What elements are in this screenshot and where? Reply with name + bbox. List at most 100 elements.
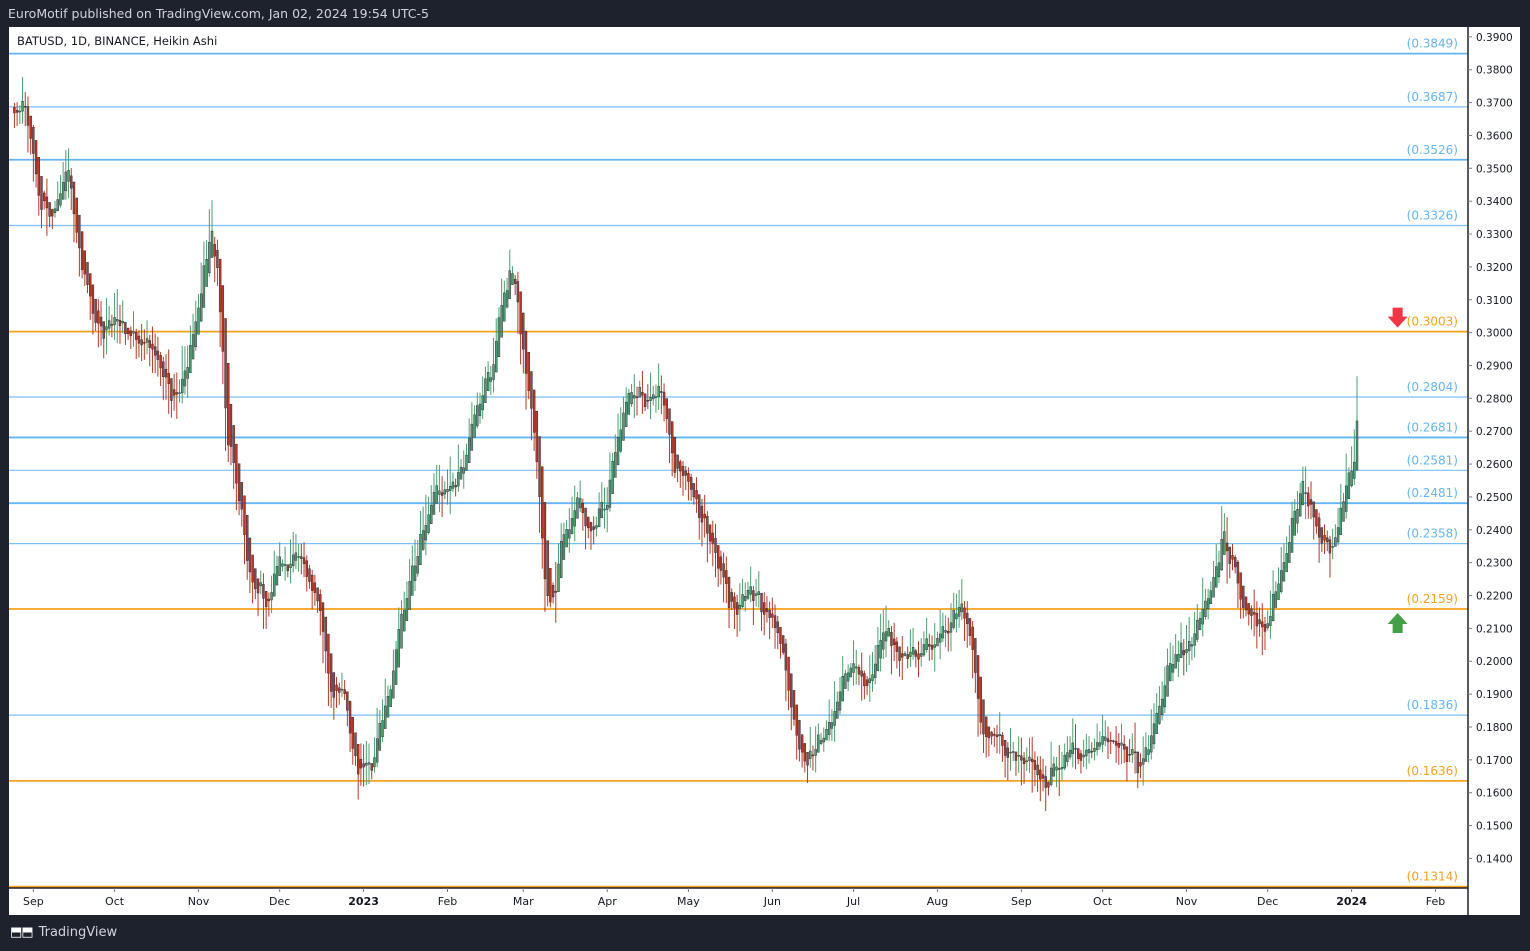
candle-body xyxy=(29,115,32,139)
candle-body xyxy=(611,460,614,494)
candle-body xyxy=(1223,531,1226,555)
candle-body xyxy=(998,734,1001,737)
candle-body xyxy=(600,502,604,519)
candle-body xyxy=(976,655,980,699)
candle-body xyxy=(1190,644,1194,647)
candle-body xyxy=(1049,767,1053,785)
x-tick-label-14: Nov xyxy=(1176,895,1198,908)
candle-body xyxy=(1288,542,1291,563)
candle-body xyxy=(689,477,693,490)
candle-body xyxy=(1171,664,1175,673)
candle-body xyxy=(110,324,114,326)
candle-body xyxy=(308,568,311,582)
candle-body xyxy=(1282,562,1286,582)
candle-body xyxy=(135,332,138,340)
candle-body xyxy=(684,470,687,476)
candle-body xyxy=(105,326,108,331)
candle-body xyxy=(1128,754,1131,756)
candle-body xyxy=(97,310,100,324)
chart-area[interactable]: (0.3849) (0.3687) (0.3526) (0.3326) (0.3003)… xyxy=(9,27,1520,915)
candle-body xyxy=(578,498,582,509)
candle-body xyxy=(375,738,379,763)
candle-body xyxy=(386,695,390,718)
candle-body xyxy=(205,258,208,287)
candle-body xyxy=(966,612,969,624)
candle-body xyxy=(1271,594,1275,622)
candle-body xyxy=(240,482,243,510)
candle-body xyxy=(960,603,964,613)
candle-body xyxy=(730,592,733,602)
candle-body xyxy=(427,514,430,533)
candle-body xyxy=(124,321,127,335)
candle-body xyxy=(560,541,563,579)
candle-body xyxy=(1236,561,1240,584)
candle-body xyxy=(251,554,254,583)
candle-body xyxy=(551,585,555,598)
candle-body xyxy=(763,602,766,615)
candle-body xyxy=(373,757,376,768)
candle-body xyxy=(1231,555,1234,560)
candle-body xyxy=(13,107,16,114)
candle-body xyxy=(581,503,585,513)
candle-body xyxy=(273,573,276,597)
buy-arrow-icon xyxy=(1387,612,1408,633)
candle-body xyxy=(703,513,706,519)
candle-body xyxy=(1182,650,1185,656)
candle-body xyxy=(1206,598,1210,610)
candle-body xyxy=(1036,764,1039,776)
candle-body xyxy=(1280,570,1283,592)
candle-body xyxy=(673,437,677,473)
candle-body xyxy=(513,278,517,285)
time-axis[interactable]: Sep Oct Nov Dec 2023 Feb Mar Apr May Jun Jul Aug Sep… xyxy=(23,888,1445,908)
x-tick-label-12: Sep xyxy=(1011,895,1032,908)
candle-body xyxy=(362,763,365,768)
candle-body xyxy=(1009,751,1012,754)
candle-body xyxy=(83,250,86,275)
candle-body xyxy=(841,675,844,702)
candle-body xyxy=(454,484,457,488)
candle-body xyxy=(86,262,89,285)
candle-body xyxy=(289,563,292,568)
x-tick-label-0: Sep xyxy=(23,895,44,908)
candle-body xyxy=(70,175,73,189)
candle-body xyxy=(1198,618,1202,631)
candle-body xyxy=(218,258,222,313)
candle-body xyxy=(1082,754,1085,758)
candle-body xyxy=(132,331,135,334)
candle-body xyxy=(654,396,658,398)
candle-body xyxy=(920,653,923,657)
publish-caption: EuroMotif published on TradingView.com, … xyxy=(8,6,429,21)
candle-body xyxy=(500,305,503,338)
candle-body xyxy=(1185,649,1188,653)
y-tick-label-19: 0.2000 xyxy=(1476,656,1513,668)
candle-body xyxy=(172,389,176,396)
candle-body xyxy=(895,641,899,652)
candle-body xyxy=(1252,612,1256,615)
candle-body xyxy=(554,590,557,593)
candle-body xyxy=(1301,481,1305,506)
candle-body xyxy=(381,720,384,738)
candle-body xyxy=(1209,590,1213,604)
price-axis[interactable]: 0.3900 0.3800 0.3700 0.3600 0.3500 0.3400 0.33… xyxy=(1468,32,1513,866)
candle-body xyxy=(24,105,27,108)
candle-body xyxy=(1125,746,1129,762)
candle-body xyxy=(56,199,59,211)
candle-body xyxy=(178,392,181,394)
candle-body xyxy=(876,645,880,672)
candle-body xyxy=(643,393,647,407)
candle-body xyxy=(1052,763,1056,777)
candle-body xyxy=(1225,542,1229,552)
candle-body xyxy=(1307,492,1310,507)
candle-body xyxy=(538,436,541,497)
candle-body xyxy=(830,722,834,729)
candle-body xyxy=(1353,461,1356,479)
candlestick-chart[interactable]: (0.3849) (0.3687) (0.3526) (0.3326) (0.3003)… xyxy=(9,27,1520,915)
candle-body xyxy=(365,762,368,766)
candle-body xyxy=(1323,535,1326,541)
candle-body xyxy=(1112,740,1115,742)
candle-body xyxy=(1285,553,1288,573)
candle-body xyxy=(941,626,945,639)
candle-body xyxy=(695,490,698,500)
candle-body xyxy=(930,645,934,650)
candle-body xyxy=(1025,760,1028,763)
